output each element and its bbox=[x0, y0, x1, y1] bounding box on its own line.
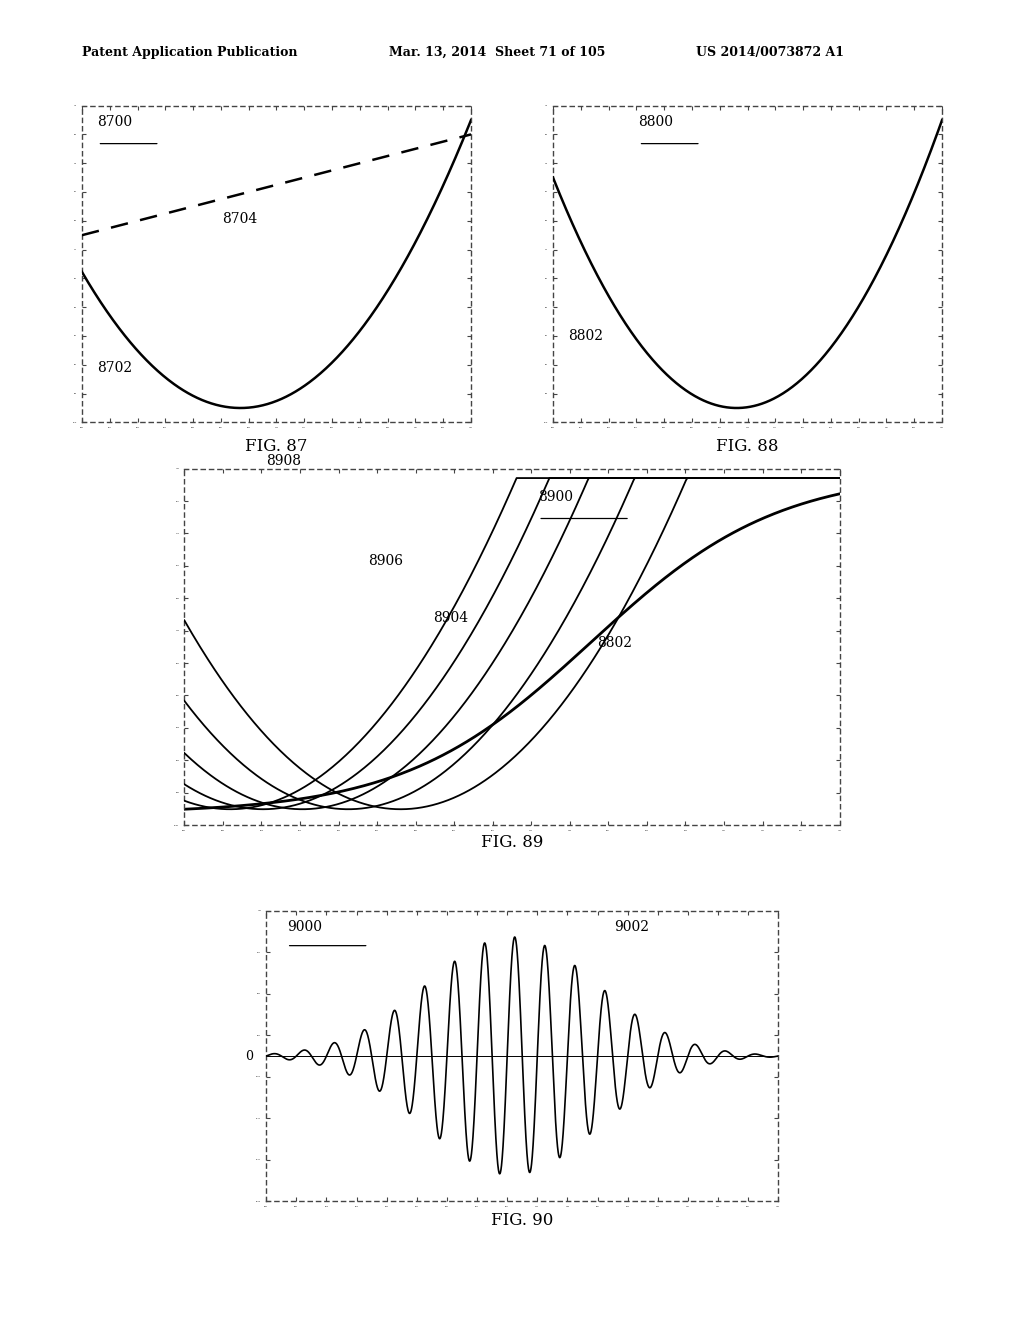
Text: FIG. 88: FIG. 88 bbox=[716, 438, 779, 455]
Text: FIG. 89: FIG. 89 bbox=[481, 834, 543, 851]
Text: US 2014/0073872 A1: US 2014/0073872 A1 bbox=[696, 46, 845, 59]
Text: FIG. 90: FIG. 90 bbox=[492, 1212, 553, 1229]
Text: Mar. 13, 2014  Sheet 71 of 105: Mar. 13, 2014 Sheet 71 of 105 bbox=[389, 46, 605, 59]
Text: 9000: 9000 bbox=[287, 920, 322, 933]
Text: 8906: 8906 bbox=[368, 554, 402, 568]
Text: 8802: 8802 bbox=[597, 636, 632, 649]
Text: 8702: 8702 bbox=[97, 360, 133, 375]
Text: 8908: 8908 bbox=[266, 454, 301, 467]
Text: 8904: 8904 bbox=[433, 611, 469, 624]
Text: 8802: 8802 bbox=[568, 329, 603, 343]
Text: 8800: 8800 bbox=[639, 115, 674, 129]
Text: 8700: 8700 bbox=[97, 115, 133, 129]
Text: FIG. 87: FIG. 87 bbox=[245, 438, 308, 455]
Text: 0: 0 bbox=[246, 1049, 254, 1063]
Text: Patent Application Publication: Patent Application Publication bbox=[82, 46, 297, 59]
Text: 8900: 8900 bbox=[539, 490, 573, 504]
Text: 8704: 8704 bbox=[222, 211, 257, 226]
Text: 9002: 9002 bbox=[614, 920, 649, 933]
